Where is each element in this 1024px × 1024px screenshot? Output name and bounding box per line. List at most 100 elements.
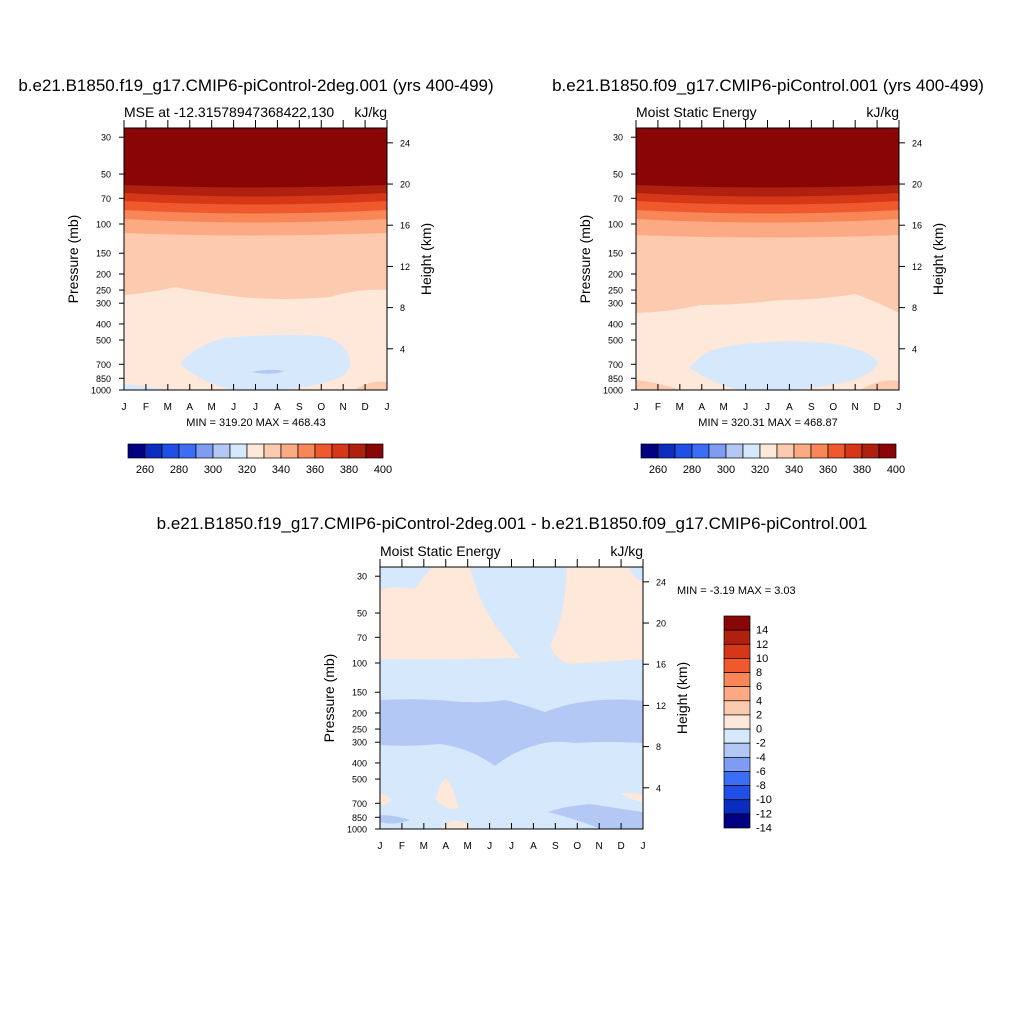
panel-3-colorbar-swatch <box>723 728 751 744</box>
panel-3-colorbar-label: 0 <box>756 724 762 736</box>
panel-3-colorbar-swatch <box>723 813 751 829</box>
panel-3-band-0-top-left <box>380 567 520 660</box>
panel-1-y2tick-label: 20 <box>400 180 410 190</box>
panel-1-colorbar-swatch <box>127 443 146 459</box>
panel-2-y2label: Height (km) <box>930 223 946 295</box>
panel-1-y2tick-label: 4 <box>400 344 405 354</box>
panel-1-xtick-label: D <box>361 402 368 413</box>
panel-3-stats: MIN = -3.19 MAX = 3.03 <box>677 585 796 597</box>
panel-2-colorbar-label: 340 <box>785 464 803 476</box>
panel-1-y2tick-label: 16 <box>400 221 410 231</box>
panel-2-xtick-label: J <box>634 402 639 413</box>
panel-1-y2tick-label: 24 <box>400 138 410 148</box>
panel-1-units: kJ/kg <box>354 104 387 120</box>
panel-3-band-neg2-low-right <box>548 804 643 829</box>
panel-2-colorbar-swatch <box>691 443 710 459</box>
panel-3-xtick-label: J <box>509 841 514 852</box>
panel-3-ytick-label: 30 <box>357 572 367 582</box>
panel-2-colorbar-label: 300 <box>717 464 735 476</box>
panel-3-colorbar-label: 2 <box>756 709 762 721</box>
panel-2-colorbar-swatch <box>878 443 897 459</box>
panel-2-colorbar-swatch <box>844 443 863 459</box>
panel-1-left-string: MSE at -12.31578947368422,130 <box>124 104 334 120</box>
panel-3-band-neg2 <box>380 699 643 766</box>
panel-3-xtick-label: J <box>641 841 646 852</box>
panel-3-colorbar-swatch <box>723 629 751 645</box>
panel-3-y2tick-label: 8 <box>656 742 661 752</box>
panel-2-contours <box>636 128 899 390</box>
panel-2-left-string: Moist Static Energy <box>636 104 757 120</box>
panel-1-y2label: Height (km) <box>418 223 434 295</box>
panel-2-xtick-label: D <box>873 402 880 413</box>
panel-2-ytick-label: 200 <box>608 269 623 279</box>
panel-1-xtick-label: A <box>186 402 193 413</box>
panel-2-xtick-label: O <box>829 402 837 413</box>
panel-2-colorbar-swatch <box>861 443 880 459</box>
panel-1-xtick-label: F <box>143 402 149 413</box>
panel-3-ytick-label: 700 <box>352 799 367 809</box>
panel-2-ytick-label: 30 <box>613 133 623 143</box>
panel-1-ylabel: Pressure (mb) <box>65 215 81 304</box>
panel-2-colorbar: 260 280 300 320 340 360 380 400 <box>640 443 905 476</box>
panel-1-xtick-label: J <box>253 402 258 413</box>
panel-2-xtick-label: J <box>897 402 902 413</box>
panel-3-band-0-bottom <box>440 820 470 829</box>
panel-2-xtick-label: N <box>852 402 859 413</box>
panel-1-colorbar-swatch <box>314 443 333 459</box>
panel-1-ytick-label: 30 <box>101 133 111 143</box>
panel-2-ytick-label: 300 <box>608 299 623 309</box>
panel-1-band-330-lower <box>124 384 175 390</box>
panel-3-xtick-label: D <box>617 841 624 852</box>
panel-2-ytick-label: 500 <box>608 336 623 346</box>
panel-3-colorbar-swatch <box>723 771 751 786</box>
panel-3-colorbar-label: -6 <box>756 766 766 778</box>
panel-1-y2tick-label: 8 <box>400 303 405 313</box>
panel-1-xtick-label: A <box>274 402 281 413</box>
panel-3-ytick-label: 100 <box>352 659 367 669</box>
panel-2: b.e21.B1850.f09_g17.CMIP6-piControl.001 … <box>552 76 984 476</box>
panel-3-xtick-label: N <box>596 841 603 852</box>
panel-1-ytick-label: 850 <box>96 374 111 384</box>
panel-2-band-330 <box>690 341 878 390</box>
panel-2-y2tick-label: 4 <box>912 344 917 354</box>
panel-1-contours <box>124 128 387 390</box>
panel-3-colorbar-label: -12 <box>756 808 772 820</box>
panel-1-colorbar-swatch <box>178 443 197 459</box>
panel-1-colorbar-swatch <box>263 443 282 459</box>
panel-2-ticks: J F M A M J J A S O N D J 30 50 70 100 150 200 250 300 400 500… <box>603 120 922 413</box>
panel-2-colorbar-label: 360 <box>819 464 837 476</box>
panel-1-colorbar-swatch <box>212 443 231 459</box>
panel-2-xtick-label: F <box>655 402 661 413</box>
panel-3-xtick-label: M <box>463 841 471 852</box>
panel-2-ytick-label: 150 <box>608 249 623 259</box>
panel-3-y2tick-label: 24 <box>656 577 666 587</box>
panel-2-stats: MIN = 320.31 MAX = 468.87 <box>698 417 837 429</box>
panel-3-units: kJ/kg <box>610 543 643 559</box>
panel-1-ytick-label: 70 <box>101 194 111 204</box>
panel-2-colorbar-swatch <box>810 443 829 459</box>
panel-1-colorbar-swatch <box>365 443 384 459</box>
panel-3-band-0-top-right <box>550 567 643 664</box>
panel-1-band-340-corner <box>355 381 387 390</box>
panel-1-xtick-label: J <box>122 402 127 413</box>
panel-2-colorbar-swatch <box>674 443 693 459</box>
panel-2-title: b.e21.B1850.f09_g17.CMIP6-piControl.001 … <box>552 76 984 95</box>
panel-2-xtick-label: M <box>676 402 684 413</box>
panel-3-colorbar-label: 4 <box>756 695 762 707</box>
panel-3: b.e21.B1850.f19_g17.CMIP6-piControl-2deg… <box>157 514 868 852</box>
panel-1-ytick-label: 250 <box>96 286 111 296</box>
panel-2-colorbar-swatch <box>793 443 812 459</box>
panel-2-xtick-label: S <box>808 402 815 413</box>
panel-3-colorbar-swatch <box>723 799 751 815</box>
panel-3-colorbar-swatch <box>723 756 751 772</box>
panel-2-colorbar-label: 320 <box>751 464 769 476</box>
panel-1-xtick-label: J <box>385 402 390 413</box>
panel-3-band-0-left-edge <box>380 793 392 806</box>
panel-2-colorbar-swatch <box>725 443 744 459</box>
panel-3-xtick-label: O <box>573 841 581 852</box>
panel-1-ytick-label: 1000 <box>91 386 111 396</box>
panel-1-ytick-label: 400 <box>96 319 111 329</box>
panel-3-ytick-label: 70 <box>357 633 367 643</box>
panel-2-colorbar-label: 260 <box>649 464 667 476</box>
panel-2-xtick-label: J <box>743 402 748 413</box>
